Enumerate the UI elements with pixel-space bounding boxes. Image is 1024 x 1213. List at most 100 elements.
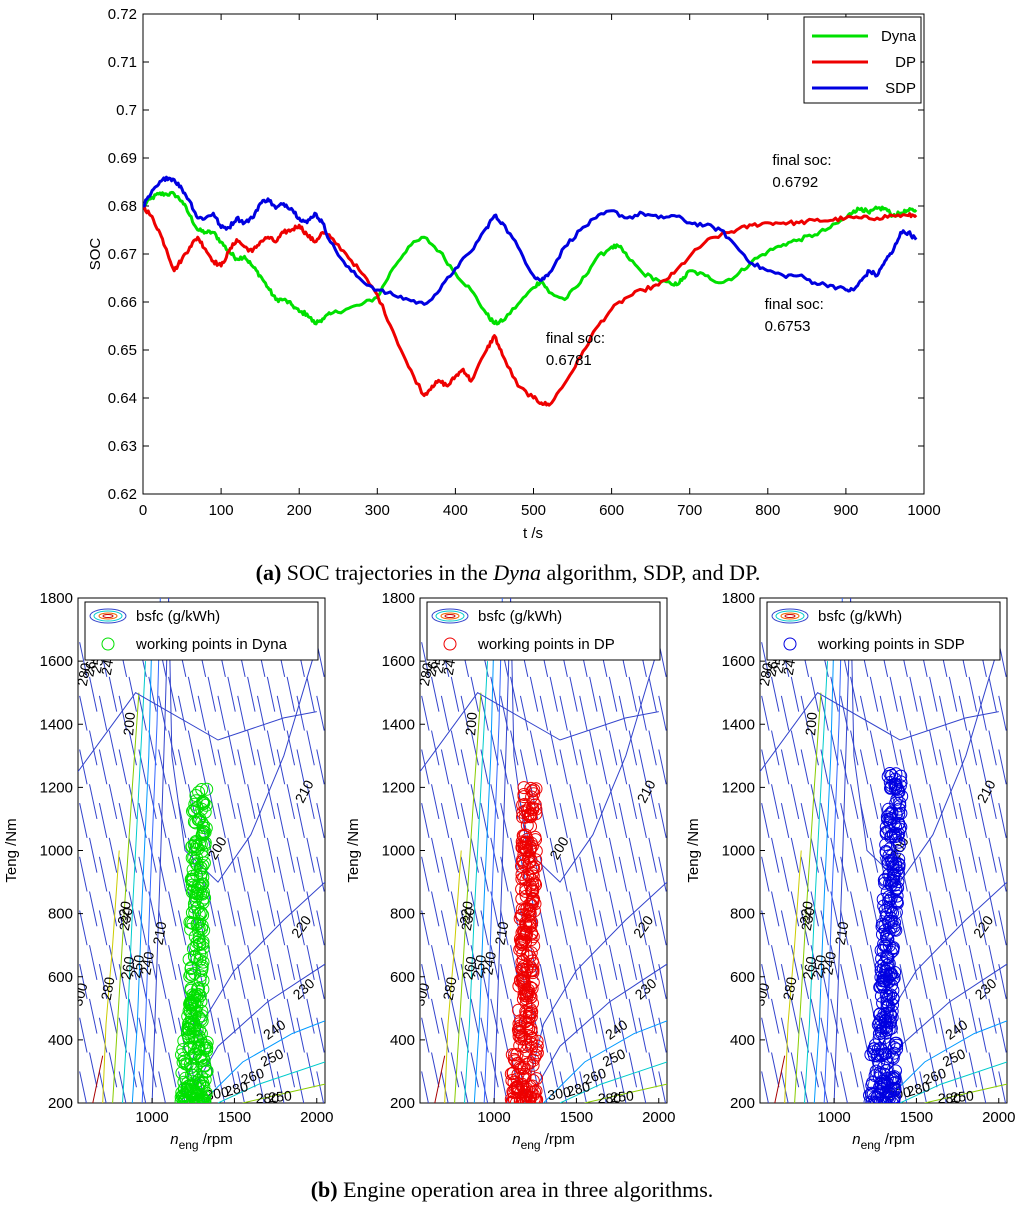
working-point-marker (193, 938, 207, 952)
bsfc-legend-icon (93, 610, 123, 622)
working-point-marker (525, 964, 539, 978)
bsfc-hatch (648, 998, 657, 1034)
bsfc-hatch (158, 749, 167, 785)
bsfc-hatch (108, 837, 118, 873)
bsfc-hatch (519, 695, 529, 731)
bsfc-hatch (938, 1071, 947, 1103)
bsfc-hatch (800, 695, 810, 731)
bsfc-hatch (237, 964, 246, 999)
x-tick-label: 700 (677, 502, 702, 519)
bsfc-hatch (276, 1017, 286, 1053)
bsfc-hatch (628, 676, 638, 712)
bsfc-hatch (968, 891, 978, 927)
y-tick-label: 1000 (382, 843, 415, 860)
working-point-marker (200, 782, 214, 796)
x-tick-label: 800 (755, 502, 780, 519)
bsfc-hatch (79, 803, 88, 838)
bsfc-hatch (421, 910, 430, 946)
working-point-marker (523, 810, 537, 824)
bsfc-hatch (968, 730, 978, 766)
working-point-marker (524, 836, 538, 850)
bsfc-hatch (869, 891, 879, 927)
working-point-marker (186, 1002, 200, 1016)
bsfc-contour-line (866, 963, 1007, 1103)
bsfc-hatch (237, 749, 246, 785)
bsfc-hatch (780, 695, 790, 731)
bsfc-hatch (256, 910, 266, 946)
working-point-marker (529, 853, 543, 867)
bsfc-hatch (79, 695, 88, 731)
bsfc-hatch (490, 837, 499, 873)
bsfc-hatch (266, 891, 276, 927)
working-point-marker (191, 916, 205, 930)
bsfc-hatch (968, 837, 978, 873)
y-tick-label: 1400 (722, 716, 755, 733)
bsfc-hatch (296, 749, 305, 785)
final-soc-annotation: 0.6792 (772, 174, 818, 191)
bsfc-hatch (628, 784, 638, 820)
working-point-marker (515, 962, 529, 976)
bsfc-hatch (638, 856, 647, 892)
working-point-marker (515, 872, 529, 886)
y-tick-label: 0.64 (108, 390, 137, 407)
bsfc-hatch (899, 1017, 908, 1053)
contour-label: 280 (223, 1078, 250, 1100)
bsfc-hatch (256, 803, 266, 838)
x-label-subscript: eng (521, 1138, 541, 1152)
bsfc-hatch (316, 964, 325, 999)
bsfc-hatch (988, 730, 997, 766)
bsfc-hatch (589, 945, 598, 981)
bsfc-hatch (850, 676, 859, 712)
bsfc-hatch (217, 803, 226, 838)
bsfc-hatch (98, 1017, 108, 1053)
bsfc-hatch (549, 730, 558, 766)
contour-label: 300 (546, 1083, 572, 1103)
bsfc-hatch (108, 676, 118, 712)
working-point-marker (508, 1048, 521, 1062)
bsfc-hatch (919, 1071, 927, 1103)
working-point-marker (196, 955, 210, 969)
working-point-marker (876, 944, 890, 958)
working-point-marker (517, 781, 531, 795)
bsfc-hatch (929, 676, 938, 712)
bsfc-hatch (256, 749, 266, 785)
working-point-marker (526, 963, 540, 977)
bsfc-hatch (978, 856, 987, 892)
x-tick-label: 400 (443, 502, 468, 519)
bsfc-contour-line (584, 1083, 667, 1103)
y-tick-label: 0.67 (108, 246, 137, 263)
bsfc-hatch (800, 1017, 810, 1053)
bsfc-contour-line (141, 598, 161, 1103)
caption-b: (b) Engine operation area in three algor… (311, 1177, 714, 1202)
bsfc-hatch (266, 837, 276, 873)
bsfc-hatch (256, 1017, 266, 1053)
bsfc-hatch (948, 784, 958, 820)
y-tick-label: 0.7 (116, 102, 137, 119)
bsfc-hatch (598, 856, 608, 892)
y-tick-label: 1200 (382, 779, 415, 796)
contour-label: 280 (256, 1090, 280, 1106)
working-point-marker (517, 1061, 531, 1074)
bsfc-contour-line (804, 661, 828, 1103)
bsfc-legend-icon (435, 610, 465, 622)
bsfc-hatch (938, 749, 948, 785)
bsfc-hatch (227, 784, 236, 820)
working-point-marker (508, 1054, 522, 1068)
bsfc-contour-line (122, 661, 146, 1103)
working-point-marker (510, 1072, 524, 1086)
working-point-marker (520, 832, 534, 846)
bsfc-hatch (879, 695, 889, 731)
working-point-marker (876, 927, 889, 941)
bsfc-hatch (790, 1052, 800, 1088)
bsfc-hatch (608, 784, 618, 820)
bsfc-hatch (608, 945, 618, 981)
soc-legend: Dyna DP SDP (803, 16, 922, 104)
bsfc-hatch (761, 803, 770, 838)
y-tick-label: 0.69 (108, 150, 137, 167)
bsfc-hatch (158, 964, 167, 999)
contour-label: 280 (598, 1090, 622, 1106)
working-point-marker (879, 930, 893, 944)
working-point-marker (188, 966, 202, 980)
x-tick-label: 600 (599, 502, 624, 519)
bsfc-hatch (440, 856, 450, 892)
